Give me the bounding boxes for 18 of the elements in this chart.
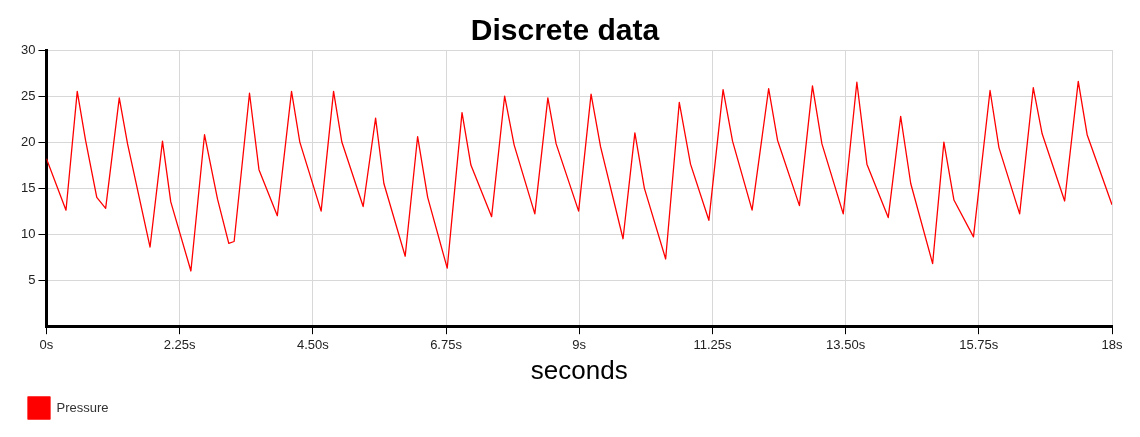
x-tick-label: 9s (572, 336, 587, 352)
y-tick-label: 5 (28, 271, 36, 287)
y-tick-label: 10 (20, 225, 36, 241)
x-tick-label: 0s (39, 336, 54, 352)
x-tick-label: 13.50s (826, 336, 866, 352)
x-tick-label: 2.25s (163, 336, 197, 352)
x-tick-label: 11.25s (693, 336, 732, 352)
x-tick-label: 15.75s (959, 336, 999, 352)
x-tick-label: 6.75s (430, 336, 463, 352)
chart-title: Discrete data (470, 13, 660, 47)
x-axis-title: seconds (530, 354, 628, 385)
y-tick-label: 25 (20, 87, 36, 103)
y-tick-label: 20 (20, 133, 36, 149)
x-tick-label: 4.50s (296, 336, 330, 352)
y-tick-label: 30 (20, 41, 36, 57)
legend-label: Pressure (56, 399, 109, 415)
y-tick-label: 15 (20, 179, 36, 195)
x-tick-label: 18s (1101, 336, 1123, 352)
